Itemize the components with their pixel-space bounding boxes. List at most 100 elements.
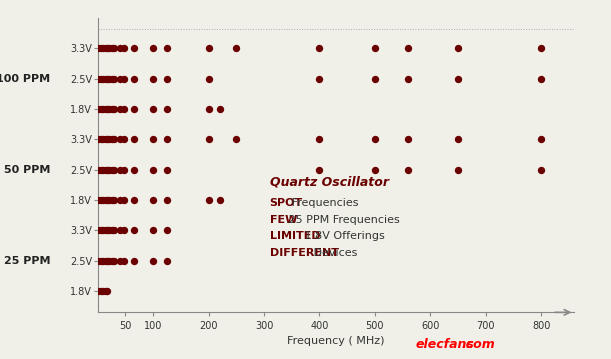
Point — [203, 76, 213, 81]
Point — [93, 106, 103, 112]
Point — [203, 106, 213, 112]
Point — [109, 46, 119, 51]
Point — [101, 258, 111, 264]
Point — [107, 228, 117, 233]
Point — [109, 167, 119, 173]
Point — [130, 167, 139, 173]
Point — [93, 197, 103, 203]
Point — [101, 167, 111, 173]
Point — [98, 167, 108, 173]
X-axis label: Frequency ( MHz): Frequency ( MHz) — [287, 336, 385, 345]
Point — [101, 136, 111, 142]
Point — [98, 197, 108, 203]
Text: FEW: FEW — [269, 215, 297, 225]
Point — [107, 197, 117, 203]
Point — [148, 106, 158, 112]
Point — [93, 258, 103, 264]
Point — [104, 106, 114, 112]
Point — [120, 228, 130, 233]
Point — [98, 136, 108, 142]
Text: 1.8V Offerings: 1.8V Offerings — [301, 232, 385, 242]
Point — [104, 258, 114, 264]
Point — [93, 46, 103, 51]
Point — [93, 228, 103, 233]
Point — [203, 46, 213, 51]
Point — [162, 228, 172, 233]
Point — [536, 136, 546, 142]
Point — [101, 288, 111, 294]
Point — [315, 136, 324, 142]
Point — [102, 288, 112, 294]
Point — [96, 167, 106, 173]
Point — [130, 106, 139, 112]
Point — [370, 76, 379, 81]
Point — [107, 136, 117, 142]
Text: .com: .com — [461, 338, 495, 351]
Point — [162, 258, 172, 264]
Point — [98, 288, 108, 294]
Text: Quartz Oscillator: Quartz Oscillator — [269, 175, 389, 188]
Point — [453, 167, 463, 173]
Point — [130, 258, 139, 264]
Point — [403, 46, 413, 51]
Point — [120, 197, 130, 203]
Point — [536, 167, 546, 173]
Point — [96, 136, 106, 142]
Text: 25 PPM Frequencies: 25 PPM Frequencies — [285, 215, 400, 225]
Point — [403, 76, 413, 81]
Point — [102, 228, 112, 233]
Point — [107, 258, 117, 264]
Point — [162, 197, 172, 203]
Text: elecfans: elecfans — [415, 338, 474, 351]
Point — [115, 136, 125, 142]
Text: SPOT: SPOT — [269, 198, 303, 208]
Point — [370, 46, 379, 51]
Point — [96, 106, 106, 112]
Point — [104, 136, 114, 142]
Point — [104, 167, 114, 173]
Point — [215, 197, 225, 203]
Point — [453, 136, 463, 142]
Point — [120, 136, 130, 142]
Point — [102, 106, 112, 112]
Point — [109, 76, 119, 81]
Point — [148, 46, 158, 51]
Point — [98, 258, 108, 264]
Point — [104, 197, 114, 203]
Text: 100 PPM: 100 PPM — [0, 74, 50, 84]
Point — [98, 46, 108, 51]
Point — [104, 76, 114, 81]
Point — [107, 167, 117, 173]
Point — [115, 106, 125, 112]
Point — [104, 46, 114, 51]
Point — [96, 258, 106, 264]
Point — [101, 76, 111, 81]
Point — [93, 136, 103, 142]
Point — [101, 106, 111, 112]
Text: DIFFERENT: DIFFERENT — [269, 248, 338, 258]
Text: 25 PPM: 25 PPM — [4, 256, 50, 266]
Point — [315, 46, 324, 51]
Point — [536, 46, 546, 51]
Point — [162, 76, 172, 81]
Point — [370, 136, 379, 142]
Point — [102, 136, 112, 142]
Point — [315, 167, 324, 173]
Point — [107, 106, 117, 112]
Point — [120, 258, 130, 264]
Point — [96, 288, 106, 294]
Point — [115, 167, 125, 173]
Text: LIMITED: LIMITED — [269, 232, 320, 242]
Point — [120, 106, 130, 112]
Point — [102, 197, 112, 203]
Point — [109, 228, 119, 233]
Point — [148, 258, 158, 264]
Point — [109, 197, 119, 203]
Point — [536, 76, 546, 81]
Point — [115, 197, 125, 203]
Point — [148, 197, 158, 203]
Point — [453, 46, 463, 51]
Point — [96, 76, 106, 81]
Point — [215, 106, 225, 112]
Point — [148, 167, 158, 173]
